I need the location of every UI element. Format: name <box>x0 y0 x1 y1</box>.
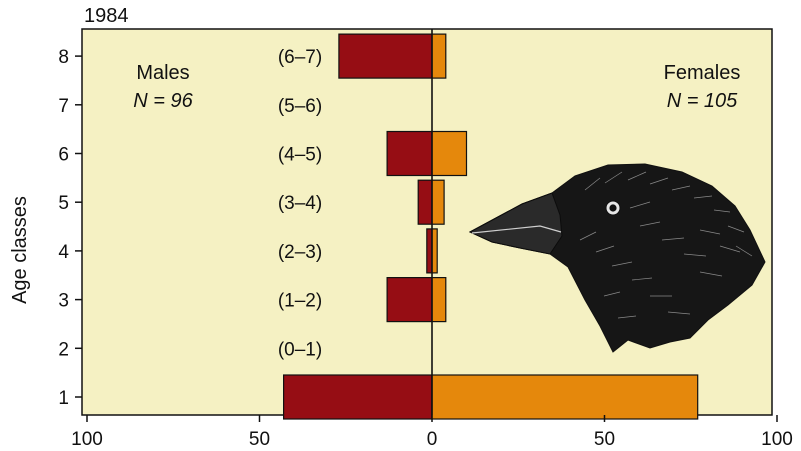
y-tick-label: 1 <box>58 388 69 409</box>
feather-hatching <box>579 171 753 319</box>
interval-label: (4–5) <box>278 145 322 166</box>
interval-label: (5–6) <box>278 96 322 117</box>
interval-label: (0–1) <box>278 339 322 360</box>
x-tick-label: 0 <box>427 429 438 450</box>
males-n: N = 96 <box>133 90 193 112</box>
interval-label: (1–2) <box>278 291 322 312</box>
x-tick-label: 50 <box>249 429 270 450</box>
y-tick-label: 4 <box>58 242 69 263</box>
x-tick-label: 50 <box>594 429 615 450</box>
y-tick-label: 2 <box>58 339 69 360</box>
y-tick-label: 5 <box>58 193 69 214</box>
y-axis-ticks: 1 2 3 4 5 6 7 8 <box>58 47 82 409</box>
interval-labels: (0–1) (1–2) (2–3) (3–4) (4–5) (5–6) (6–7) <box>278 47 322 360</box>
finch-head-illustration <box>468 163 766 353</box>
female-bar-age-8 <box>431 33 447 79</box>
x-axis-ticks: 100 50 0 50 100 <box>71 415 793 450</box>
beak-icon <box>468 192 563 255</box>
male-bar-age-1 <box>283 374 433 420</box>
y-axis-label: Age classes <box>9 196 31 304</box>
x-tick-label: 100 <box>71 429 103 450</box>
female-bar-age-1 <box>431 374 699 420</box>
male-bar-age-8 <box>338 33 433 79</box>
y-tick-label: 7 <box>58 96 69 117</box>
male-bar-age-3 <box>386 277 433 323</box>
female-bar-age-5 <box>431 179 445 225</box>
y-tick-label: 6 <box>58 145 69 166</box>
female-bar-age-3 <box>431 277 447 323</box>
interval-label: (2–3) <box>278 242 322 263</box>
y-tick-label: 8 <box>58 47 69 68</box>
interval-label: (3–4) <box>278 193 322 214</box>
x-tick-label: 100 <box>761 429 793 450</box>
interval-label: (6–7) <box>278 47 322 68</box>
y-tick-label: 3 <box>58 291 69 312</box>
females-label: Females <box>664 62 741 84</box>
male-bar-age-6 <box>386 130 433 177</box>
chart-title: 1984 <box>84 5 129 27</box>
female-bar-age-6 <box>431 130 468 177</box>
male-bar-age-5 <box>417 179 433 225</box>
bars <box>283 33 699 420</box>
males-label: Males <box>136 62 189 84</box>
females-n: N = 105 <box>667 90 738 112</box>
